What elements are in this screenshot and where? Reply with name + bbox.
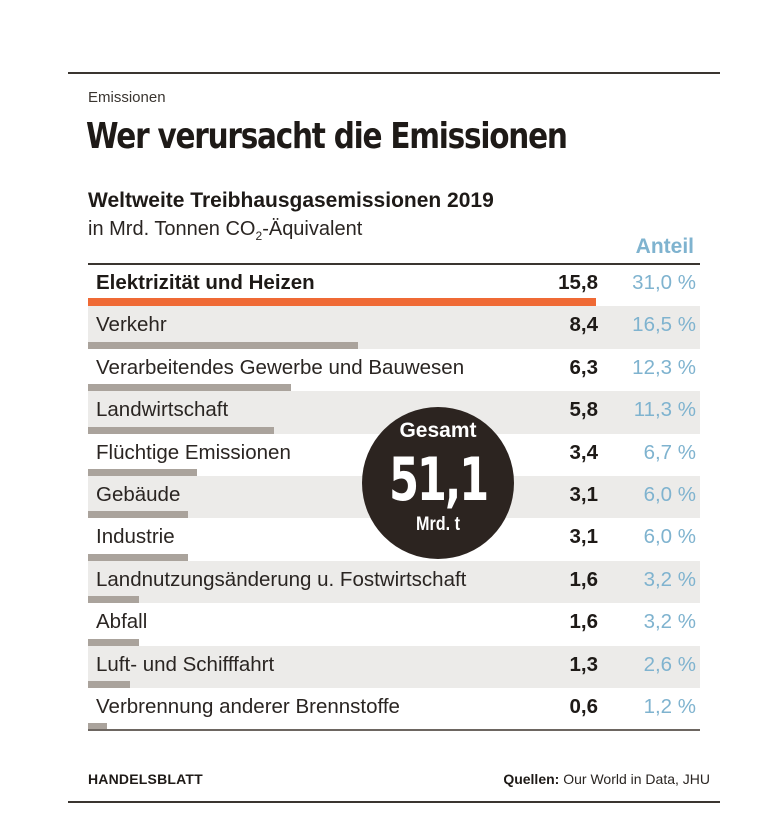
source-text: Our World in Data, JHU: [559, 771, 710, 787]
share-label: 2,6 %: [643, 652, 696, 676]
chart-row: Verbrennung anderer Brennstoffe 0,6 1,2 %: [88, 688, 700, 731]
category-label: Landnutzungsänderung u. Fostwirtschaft: [96, 567, 467, 591]
bar: [88, 723, 108, 731]
headline: Wer verursacht die Emissionen: [86, 116, 568, 157]
share-column-header: Anteil: [635, 235, 694, 258]
total-badge: Gesamt 51,1 Mrd. t: [362, 407, 514, 559]
category-label: Landwirtschaft: [96, 398, 229, 422]
share-label: 11,3 %: [633, 398, 696, 422]
bar: [88, 680, 130, 688]
value-label: 8,4: [569, 313, 599, 337]
value-label: 15,8: [558, 271, 598, 294]
chart-row: Luft- und Schifffahrt 1,3 2,6 %: [88, 645, 700, 688]
value-label: 3,1: [569, 525, 599, 549]
category-label: Verbrennung anderer Brennstoffe: [96, 695, 400, 718]
share-label: 12,3 %: [632, 355, 696, 379]
chart-row: Elektrizität und Heizen 15,8 31,0 %: [88, 264, 700, 307]
value-label: 1,6: [569, 567, 599, 591]
publisher-brand: HANDELSBLATT: [88, 771, 203, 787]
source-note: Quellen: Our World in Data, JHU: [503, 771, 710, 787]
chart-row: Verarbeitendes Gewerbe und Bauwesen 6,3 12…: [88, 349, 700, 392]
bar: [88, 553, 188, 561]
category-label: Luft- und Schifffahrt: [96, 652, 275, 676]
bar: [88, 468, 198, 476]
share-label: 3,2 %: [643, 567, 696, 591]
bottom-rule: [68, 801, 720, 803]
total-title: Gesamt: [399, 419, 477, 442]
category-label: Flüchtige Emissionen: [96, 440, 291, 464]
chart-row: Landnutzungsänderung u. Fostwirtschaft 1,…: [88, 560, 700, 604]
chart-row: Flüchtige Emissionen 3,4 6,7 %: [88, 434, 700, 476]
category-label: Verkehr: [96, 313, 167, 337]
top-rule: [68, 72, 720, 74]
bar: [88, 638, 140, 646]
chart-bottom-separator: [88, 729, 700, 731]
bar: [88, 298, 596, 307]
bar: [88, 596, 140, 604]
bar: [88, 341, 359, 349]
category-label: Elektrizität und Heizen: [96, 271, 315, 294]
share-label: 6,0 %: [643, 483, 696, 506]
unit-line: in Mrd. Tonnen CO2-Äquivalent: [88, 218, 362, 243]
unit-suffix: -Äquivalent: [262, 218, 363, 240]
chart-row: Abfall 1,6 3,2 %: [88, 603, 700, 646]
unit-subscript: 2: [255, 229, 263, 243]
share-label: 16,5 %: [632, 313, 696, 337]
category-label: Industrie: [96, 525, 175, 549]
total-unit: Mrd. t: [416, 514, 460, 535]
source-label: Quellen:: [503, 771, 560, 787]
value-label: 6,3: [569, 355, 599, 379]
value-label: 3,1: [569, 483, 599, 506]
unit-prefix: in Mrd. Tonnen CO: [88, 218, 256, 240]
emissions-bar-chart: Elektrizität und Heizen 15,8 31,0 % Verkehr…: [88, 263, 700, 731]
bar: [88, 511, 188, 519]
share-label: 1,2 %: [643, 695, 696, 718]
chart-row: Industrie 3,1 6,0 %: [88, 518, 700, 561]
value-label: 5,8: [569, 398, 599, 422]
total-value: 51,1: [389, 445, 489, 515]
category-label: Abfall: [96, 610, 148, 634]
bar: [88, 384, 291, 392]
value-label: 0,6: [569, 695, 599, 718]
value-label: 1,6: [569, 610, 599, 634]
kicker: Emissionen: [88, 89, 166, 106]
value-label: 1,3: [569, 652, 599, 676]
share-label: 6,7 %: [643, 440, 696, 464]
share-label: 3,2 %: [643, 610, 696, 634]
chart-subtitle: Weltweite Treibhausgasemissionen 2019: [88, 189, 494, 212]
share-label: 6,0 %: [643, 525, 696, 549]
chart-row: Verkehr 8,4 16,5 %: [88, 306, 700, 349]
chart-top-separator: [88, 263, 700, 265]
value-label: 3,4: [569, 440, 599, 464]
category-label: Verarbeitendes Gewerbe und Bauwesen: [96, 355, 465, 379]
share-label: 31,0 %: [632, 271, 696, 294]
bar: [88, 426, 275, 434]
category-label: Gebäude: [96, 483, 181, 506]
